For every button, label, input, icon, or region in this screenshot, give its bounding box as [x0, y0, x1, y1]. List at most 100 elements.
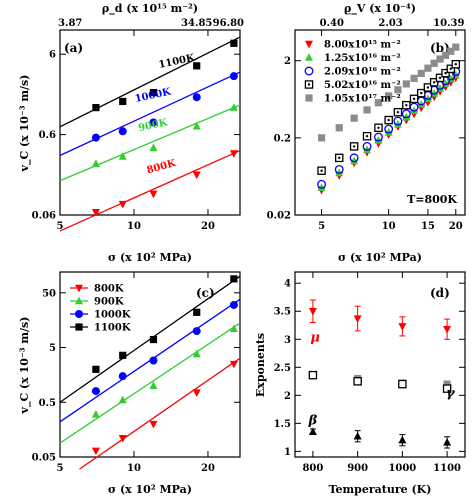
- data-point: [308, 370, 318, 380]
- series-label: 1000K: [134, 87, 172, 105]
- chart-panel-c: 5 10 20 0.05 0.5 5 50 (c) σ (x 10² MPa) v_C (x 10…: [18, 271, 241, 496]
- fit-line: [59, 322, 241, 444]
- data-point: [423, 94, 432, 103]
- top-tick-label: 10.39: [433, 18, 464, 29]
- data-point: [393, 107, 403, 117]
- data-point: [374, 123, 383, 133]
- legend-label: 1.05x10¹⁷ m⁻²: [324, 94, 401, 105]
- data-point: [402, 112, 411, 121]
- data-point: [350, 114, 358, 122]
- data-point: [349, 142, 359, 151]
- y-tick-label: 1.5: [274, 419, 291, 430]
- data-point: [91, 159, 100, 168]
- y-tick-label: 1: [284, 447, 291, 458]
- data-point: [192, 93, 201, 102]
- series-b-3: [317, 59, 461, 175]
- y-tick-label: 6: [49, 50, 56, 61]
- legend-marker: [304, 80, 314, 89]
- x-axis-label: σ (x 10² MPa): [108, 251, 192, 264]
- data-point: [349, 153, 359, 163]
- legend-marker: [75, 310, 83, 318]
- y-tick-label: 0.5: [39, 398, 56, 409]
- series-c-3: [59, 275, 241, 403]
- data-point: [451, 70, 460, 79]
- series-label: 800K: [146, 158, 178, 176]
- data-point: [91, 133, 100, 142]
- series-label: 900K: [137, 117, 169, 134]
- data-point: [409, 94, 419, 104]
- data-point: [401, 109, 411, 119]
- x-tick-label: 10: [382, 221, 396, 232]
- data-point: [317, 179, 327, 189]
- data-point: [229, 300, 238, 309]
- data-point: [229, 360, 238, 369]
- data-point: [353, 431, 362, 440]
- data-point: [374, 99, 383, 107]
- data-point: [417, 100, 426, 108]
- data-point: [149, 143, 158, 152]
- y-axis-label: Exponents: [254, 333, 267, 397]
- data-point: [229, 150, 238, 158]
- data-point: [317, 183, 326, 192]
- data-point: [416, 88, 426, 98]
- y-tick-label: 0.2: [274, 133, 291, 144]
- data-point: [193, 308, 201, 316]
- data-point: [92, 365, 100, 373]
- x-tick-label: 5: [57, 221, 64, 232]
- data-point: [149, 381, 158, 389]
- data-point: [230, 39, 238, 47]
- y-axis-label: v_C (x 10⁻³ m/s): [18, 317, 32, 415]
- data-point: [334, 153, 344, 163]
- fit-line: [59, 71, 241, 157]
- fit-line: [59, 104, 241, 182]
- data-point: [393, 116, 403, 126]
- data-point: [119, 97, 127, 106]
- data-point: [374, 136, 383, 144]
- legend: 800K 900K 1000K 1100K: [70, 284, 131, 334]
- series-d-2: γ: [308, 370, 456, 401]
- data-point: [118, 152, 127, 160]
- series-b-4: [317, 43, 460, 142]
- data-point: [91, 447, 100, 456]
- data-point: [334, 164, 344, 174]
- legend-label: 900K: [94, 297, 124, 308]
- data-point: [451, 59, 461, 69]
- temperature-annotation: T=800K: [407, 193, 457, 206]
- legend-marker: [75, 323, 83, 331]
- plot-frame: [59, 29, 241, 216]
- data-point: [229, 103, 238, 111]
- y-tick-label: 0.05: [32, 453, 56, 464]
- x-axis-label: Temperature (K): [329, 483, 432, 496]
- data-point: [362, 131, 372, 141]
- data-point: [192, 327, 201, 336]
- y-tick-label: 0.02: [267, 211, 291, 222]
- top-axis-label: ρ_d (x 10¹⁵ m⁻²): [102, 2, 198, 16]
- legend-marker: [305, 53, 313, 61]
- data-point: [417, 69, 425, 77]
- data-point: [446, 64, 456, 74]
- x-tick-label: 900: [347, 463, 368, 474]
- x-axis-label: σ (x 10² MPa): [108, 483, 192, 496]
- data-point: [384, 128, 393, 136]
- y-tick-label: 0.6: [39, 130, 56, 141]
- data-point: [192, 121, 201, 130]
- data-point: [410, 74, 418, 82]
- top-axis-label: ϱ_V (x 10⁻⁴): [344, 2, 416, 16]
- data-point: [435, 73, 445, 83]
- legend-label: 1100K: [94, 323, 131, 334]
- data-point: [229, 324, 238, 332]
- data-point: [441, 51, 450, 59]
- y-tick-label: 4: [284, 279, 291, 290]
- x-axis-label: σ (x 10² MPa): [338, 251, 422, 264]
- top-tick-label: 34.85: [181, 18, 212, 29]
- data-point: [229, 72, 238, 81]
- data-point: [398, 323, 407, 331]
- legend-marker: [75, 296, 83, 305]
- legend-marker: [305, 94, 313, 102]
- data-point: [92, 104, 100, 112]
- fit-line: [59, 36, 241, 128]
- data-point: [423, 83, 433, 92]
- legend-marker: [305, 40, 313, 49]
- data-point: [193, 62, 201, 70]
- data-point: [118, 200, 127, 209]
